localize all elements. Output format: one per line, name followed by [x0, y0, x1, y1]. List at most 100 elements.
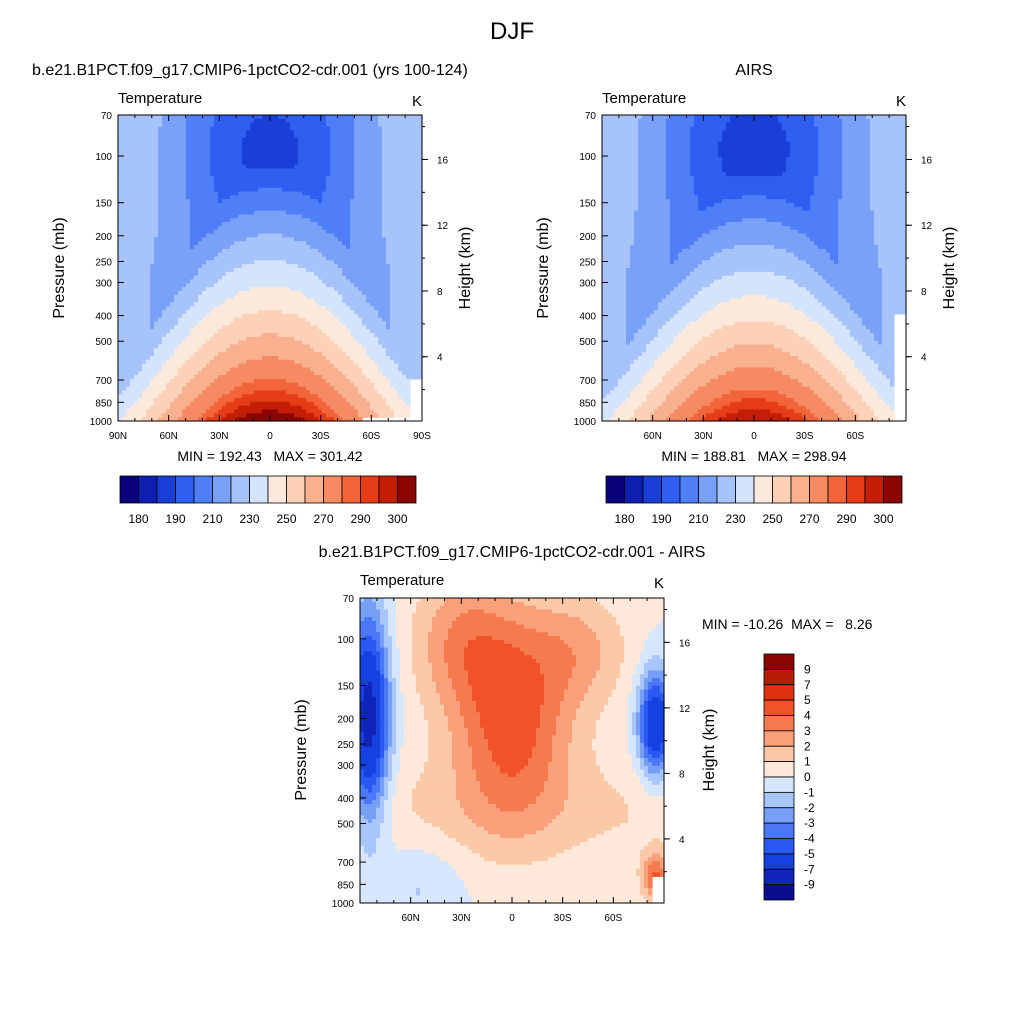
model-field-cell: [138, 248, 143, 254]
model-field-cell: [282, 333, 287, 338]
model-field-cell: [410, 187, 415, 193]
model-field-cell: [278, 176, 283, 181]
model-field-cell: [254, 164, 259, 170]
model-field-cell: [146, 256, 151, 261]
model-field-cell: [202, 252, 207, 258]
model-field-cell: [178, 306, 183, 311]
model-field-cell: [354, 313, 359, 319]
model-field-cell: [210, 160, 215, 166]
model-field-cell: [338, 340, 343, 346]
model-field-cell: [242, 202, 247, 208]
model-field-cell: [406, 333, 411, 338]
model-field-cell: [294, 134, 299, 139]
model-field-cell: [418, 287, 423, 292]
model-field-cell: [310, 160, 315, 166]
model-field-cell: [258, 363, 263, 369]
model-field-cell: [222, 260, 227, 265]
model-field-cell: [162, 268, 167, 273]
model-field-cell: [194, 268, 199, 273]
model-field-cell: [190, 359, 195, 365]
model-field-cell: [318, 191, 323, 196]
model-field-cell: [294, 271, 299, 277]
model-field-cell: [318, 134, 323, 139]
model-field-cell: [226, 325, 231, 330]
model-field-cell: [214, 191, 219, 196]
model-field-cell: [366, 264, 371, 269]
model-field-cell: [230, 153, 235, 158]
model-field-cell: [310, 264, 315, 269]
model-field-cell: [234, 229, 239, 235]
model-field-cell: [358, 199, 363, 204]
model-field-cell: [174, 348, 179, 353]
model-field-cell: [418, 137, 423, 143]
model-field-cell: [410, 214, 415, 219]
model-field-cell: [166, 306, 171, 311]
model-field-cell: [358, 180, 363, 185]
model-field-cell: [198, 145, 203, 151]
model-field-cell: [138, 126, 143, 131]
model-field-cell: [398, 214, 403, 219]
model-field-cell: [346, 180, 351, 185]
model-field-cell: [334, 333, 339, 338]
model-field-cell: [390, 199, 395, 204]
model-field-cell: [414, 115, 419, 120]
model-field-cell: [158, 160, 163, 166]
model-field-cell: [182, 306, 187, 311]
model-field-cell: [126, 264, 131, 269]
model-field-cell: [314, 145, 319, 151]
model-field-cell: [398, 176, 403, 181]
model-field-cell: [162, 336, 167, 342]
model-field-cell: [150, 275, 155, 281]
model-field-cell: [262, 137, 267, 143]
model-field-cell: [386, 313, 391, 319]
model-field-cell: [386, 130, 391, 135]
model-field-cell: [122, 264, 127, 269]
model-field-cell: [214, 355, 219, 361]
model-field-cell: [366, 183, 371, 189]
model-field-cell: [378, 180, 383, 185]
model-field-cell: [386, 237, 391, 242]
model-field-cell: [330, 344, 335, 349]
model-field-cell: [258, 183, 263, 189]
model-field-cell: [386, 306, 391, 311]
model-field-cell: [318, 195, 323, 200]
model-field-cell: [230, 294, 235, 300]
model-field-cell: [150, 306, 155, 311]
model-field-cell: [350, 115, 355, 120]
model-field-cell: [398, 187, 403, 193]
model-field-cell: [170, 134, 175, 139]
model-field-cell: [230, 348, 235, 353]
model-field-cell: [126, 225, 131, 231]
model-field-cell: [250, 271, 255, 277]
model-field-cell: [238, 302, 243, 307]
model-field-cell: [282, 199, 287, 204]
model-field-cell: [126, 157, 131, 162]
model-field-cell: [330, 340, 335, 346]
model-field-cell: [158, 348, 163, 353]
model-field-cell: [214, 153, 219, 158]
model-field-cell: [234, 222, 239, 227]
model-field-cell: [238, 202, 243, 208]
model-field-cell: [350, 172, 355, 177]
model-field-cell: [338, 290, 343, 296]
model-field-cell: [322, 202, 327, 208]
model-field-cell: [162, 180, 167, 185]
model-field-cell: [298, 271, 303, 277]
model-field-cell: [226, 329, 231, 334]
model-field-cell: [406, 264, 411, 269]
model-field-cell: [346, 160, 351, 166]
model-field-cell: [358, 355, 363, 361]
model-field-cell: [170, 210, 175, 216]
model-field-cell: [214, 187, 219, 193]
model-field-cell: [334, 233, 339, 238]
model-field-cell: [398, 302, 403, 307]
model-field-cell: [146, 126, 151, 131]
model-field-cell: [318, 225, 323, 231]
model-field-cell: [286, 187, 291, 193]
model-field-cell: [318, 275, 323, 281]
model-field-cell: [370, 233, 375, 238]
model-field-cell: [346, 248, 351, 254]
model-field-cell: [338, 245, 343, 250]
model-field-cell: [262, 126, 267, 131]
model-field-cell: [274, 130, 279, 135]
